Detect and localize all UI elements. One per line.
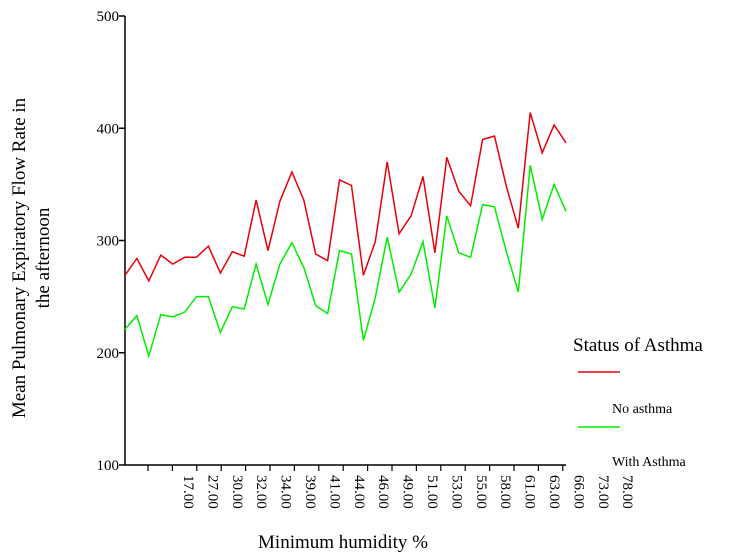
x-tick-label: 51.00: [424, 475, 440, 509]
x-tick-label: 34.00: [278, 475, 294, 509]
y-tick-label: 300: [97, 234, 120, 250]
legend-label: With Asthma: [612, 455, 686, 470]
x-tick-label: 49.00: [400, 475, 416, 509]
x-tick-label: 53.00: [448, 475, 464, 509]
x-tick-label: 63.00: [546, 475, 562, 509]
y-tick-label: 200: [97, 346, 120, 362]
x-tick-label: 30.00: [229, 475, 245, 509]
x-tick-label: 27.00: [204, 475, 220, 509]
x-tick-label: 66.00: [570, 475, 586, 509]
y-axis-ticks: 100 200 300 400 500: [97, 9, 125, 474]
series-line-no-asthma: [124, 112, 567, 283]
series-lines: [124, 112, 567, 359]
y-axis-title-line: Mean Pulmonary Expiratory Flow Rate in: [9, 97, 30, 418]
x-tick-label: 17.00: [180, 475, 196, 509]
x-tick-label: 46.00: [375, 475, 391, 509]
series-line-with-asthma: [124, 165, 567, 359]
y-tick-label: 400: [97, 121, 120, 137]
x-axis-ticks: 17.00 27.00 30.00 32.00 34.00 39.00 41.00 44.00…: [147, 465, 635, 509]
y-axis-title-line: the afternoon: [33, 207, 54, 308]
x-tick-label: 44.00: [351, 475, 367, 509]
y-axis-title: Mean Pulmonary Expiratory Flow Rate in th…: [9, 97, 54, 418]
x-tick-label: 55.00: [473, 475, 489, 509]
legend-title: Status of Asthma: [573, 335, 703, 356]
x-axis-title: Minimum humidity %: [258, 532, 428, 553]
y-tick-label: 100: [97, 458, 120, 474]
x-tick-label: 78.00: [619, 475, 635, 509]
legend: Status of Asthma No asthma With Asthma: [573, 335, 703, 470]
x-tick-label: 39.00: [302, 475, 318, 509]
legend-label: No asthma: [612, 402, 673, 417]
x-tick-label: 73.00: [595, 475, 611, 509]
y-tick-label: 500: [97, 9, 120, 25]
x-tick-label: 61.00: [522, 475, 538, 509]
x-tick-label: 58.00: [497, 475, 513, 509]
x-tick-label: 41.00: [326, 475, 342, 509]
x-tick-label: 32.00: [253, 475, 269, 509]
